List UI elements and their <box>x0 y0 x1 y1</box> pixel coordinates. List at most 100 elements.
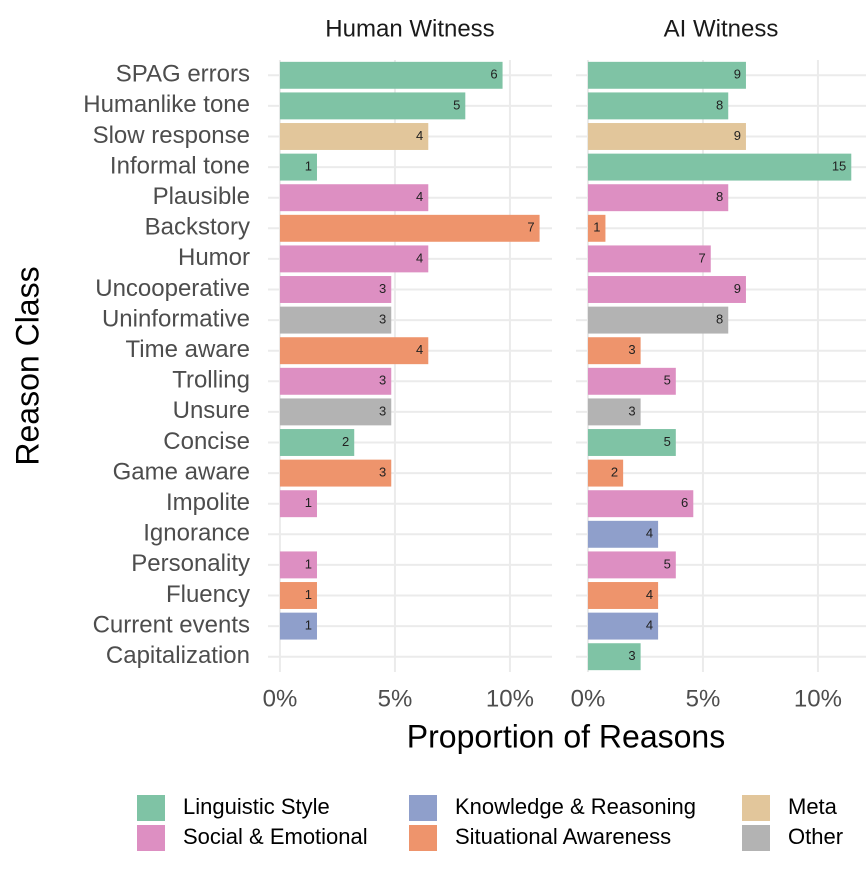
bar <box>279 245 429 273</box>
bar-label: 4 <box>416 250 423 265</box>
y-tick-label: Ignorance <box>143 520 250 547</box>
bar-label: 1 <box>305 618 312 633</box>
legend-label: Situational Awareness <box>455 824 671 849</box>
bar <box>279 92 466 120</box>
facet-title: AI Witness <box>664 15 779 42</box>
bar-label: 3 <box>379 281 386 296</box>
bar <box>279 398 392 426</box>
bar-label: 9 <box>734 128 741 143</box>
bar <box>587 367 676 395</box>
bar-label: 7 <box>527 220 534 235</box>
bar <box>279 612 317 640</box>
bar <box>279 490 317 518</box>
y-tick-label: Backstory <box>145 214 250 241</box>
bar <box>587 398 641 426</box>
x-tick-label: 10% <box>794 685 842 712</box>
bar <box>587 551 676 579</box>
bar <box>279 367 392 395</box>
bar-label: 5 <box>664 373 671 388</box>
bar <box>279 459 392 487</box>
y-tick-label: Game aware <box>113 458 250 485</box>
bar-label: 8 <box>716 312 723 327</box>
bar-label: 2 <box>342 434 349 449</box>
bar <box>279 153 317 181</box>
y-tick-label: Fluency <box>166 581 250 608</box>
bar <box>587 245 711 273</box>
bar <box>587 276 746 303</box>
bar-label: 3 <box>379 373 386 388</box>
bar <box>587 306 729 334</box>
bar-label: 3 <box>379 312 386 327</box>
bar <box>587 490 694 518</box>
facet-title: Human Witness <box>325 15 494 42</box>
bar-label: 4 <box>646 618 653 633</box>
y-tick-label: Trolling <box>172 367 250 394</box>
bar <box>587 520 659 548</box>
bar-label: 5 <box>664 434 671 449</box>
bar <box>587 337 641 365</box>
y-axis-label: Reason Class <box>9 266 45 465</box>
x-tick-label: 5% <box>686 685 721 712</box>
y-tick-label: Capitalization <box>106 642 250 669</box>
bar-label: 6 <box>490 67 497 82</box>
legend-key <box>137 795 165 821</box>
bar-label: 4 <box>416 189 423 204</box>
bar-label: 2 <box>611 465 618 480</box>
bar <box>279 551 317 579</box>
bar <box>279 214 540 242</box>
bar-label: 9 <box>734 281 741 296</box>
y-tick-label: Humor <box>178 244 250 271</box>
legend-key <box>409 795 437 821</box>
legend-label: Knowledge & Reasoning <box>455 794 696 819</box>
bar <box>587 92 729 120</box>
bar-label: 1 <box>305 495 312 510</box>
x-tick-label: 5% <box>378 685 413 712</box>
bar-label: 4 <box>646 587 653 602</box>
bar-label: 3 <box>628 342 635 357</box>
bar-label: 1 <box>305 556 312 571</box>
legend-key <box>742 795 770 821</box>
bar <box>279 337 429 365</box>
legend-key <box>742 825 770 851</box>
bar-label: 5 <box>664 556 671 571</box>
y-tick-label: Informal tone <box>110 152 250 179</box>
y-tick-label: Impolite <box>166 489 250 516</box>
bar-label: 1 <box>305 159 312 174</box>
bar-label: 5 <box>453 97 460 112</box>
bar-label: 15 <box>832 159 846 174</box>
bar <box>279 582 317 609</box>
bar-label: 4 <box>416 128 423 143</box>
x-tick-label: 0% <box>263 685 298 712</box>
bar-label: 8 <box>716 189 723 204</box>
y-tick-label: Time aware <box>126 336 250 363</box>
y-tick-label: Slow response <box>93 122 250 149</box>
legend-label: Other <box>788 824 843 849</box>
bar-label: 3 <box>379 465 386 480</box>
bar-label: 1 <box>593 220 600 235</box>
bar <box>279 429 355 456</box>
y-tick-label: Plausible <box>153 183 250 210</box>
bar-label: 4 <box>646 526 653 541</box>
legend-key <box>409 825 437 851</box>
bar <box>279 184 429 212</box>
x-axis-label: Proportion of Reasons <box>407 718 725 754</box>
bar <box>279 306 392 334</box>
y-tick-label: Personality <box>131 550 250 577</box>
y-tick-label: Concise <box>163 428 250 455</box>
legend-label: Meta <box>788 794 838 819</box>
bar-label: 4 <box>416 342 423 357</box>
bar <box>279 276 392 303</box>
bar <box>587 123 746 150</box>
y-tick-label: Humanlike tone <box>83 91 250 118</box>
y-tick-label: Uncooperative <box>95 275 250 302</box>
bar <box>279 61 503 89</box>
y-tick-label: Uninformative <box>102 305 250 332</box>
bar <box>587 153 852 181</box>
bar-label: 9 <box>734 67 741 82</box>
y-tick-label: Current events <box>93 611 250 638</box>
bar <box>587 459 624 487</box>
bar <box>587 612 659 640</box>
bar-label: 7 <box>699 250 706 265</box>
bar <box>587 214 606 242</box>
